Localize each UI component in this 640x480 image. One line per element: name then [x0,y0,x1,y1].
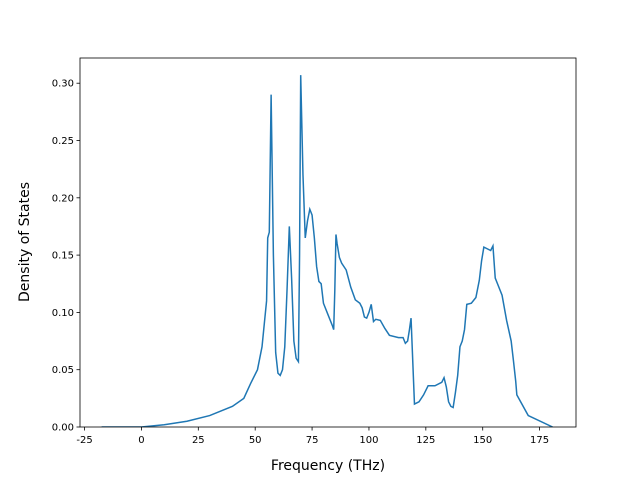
line [101,75,553,427]
x-tick-label: 175 [530,435,549,446]
y-tick-label: 0.05 [52,365,74,376]
x-tick-label: 25 [192,435,205,446]
x-tick-label: -25 [76,435,92,446]
y-tick-label: 0.15 [52,251,74,262]
plot-frame [79,57,577,428]
x-axis-label: Frequency (THz) [271,458,385,474]
x-tick-label: 100 [359,435,378,446]
y-axis-label: Density of States [17,182,33,302]
y-tick-label: 0.25 [52,136,74,147]
x-tick-label: 0 [138,435,144,446]
x-tick-label: 125 [416,435,435,446]
x-tick-label: 50 [249,435,262,446]
x-tick-label: 75 [306,435,319,446]
y-tick-label: 0.30 [52,79,74,90]
y-tick-label: 0.20 [52,193,74,204]
y-tick-label: 0.10 [52,308,74,319]
x-tick-label: 150 [473,435,492,446]
y-tick-label: 0.00 [52,423,74,434]
